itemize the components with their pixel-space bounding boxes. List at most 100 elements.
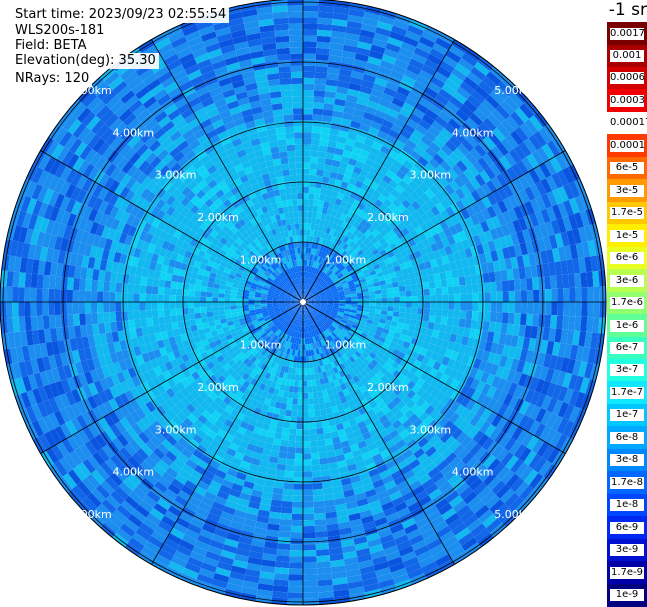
range-gate-cell bbox=[438, 230, 447, 241]
range-gate-cell bbox=[427, 321, 435, 330]
range-gate-cell bbox=[481, 242, 491, 254]
range-gate-cell bbox=[372, 277, 380, 284]
range-gate-cell bbox=[334, 179, 343, 187]
range-gate-cell bbox=[385, 134, 397, 145]
range-gate-cell bbox=[538, 460, 552, 477]
range-gate-cell bbox=[381, 293, 388, 298]
range-gate-cell bbox=[492, 127, 506, 142]
range-gate-cell bbox=[327, 335, 334, 342]
range-gate-cell bbox=[374, 109, 387, 120]
range-gate-cell bbox=[416, 339, 424, 348]
range-gate-cell bbox=[554, 233, 564, 248]
range-gate-cell bbox=[169, 308, 177, 316]
range-gate-cell bbox=[314, 84, 326, 92]
range-gate-cell bbox=[388, 179, 399, 189]
range-gate-cell bbox=[484, 424, 497, 438]
range-gate-cell bbox=[488, 321, 496, 333]
range-gate-cell bbox=[345, 365, 353, 374]
range-gate-cell bbox=[393, 378, 402, 388]
range-gate-cell bbox=[381, 241, 390, 250]
range-gate-cell bbox=[452, 277, 460, 287]
range-gate-cell bbox=[396, 322, 404, 329]
range-gate-cell bbox=[303, 217, 308, 224]
range-gate-cell bbox=[428, 141, 441, 154]
range-gate-cell bbox=[427, 125, 441, 138]
range-gate-cell bbox=[519, 242, 529, 256]
range-gate-cell bbox=[504, 96, 520, 112]
range-gate-cell bbox=[337, 288, 344, 293]
range-gate-cell bbox=[438, 416, 449, 428]
range-gate-cell bbox=[348, 282, 355, 287]
range-gate-cell bbox=[333, 320, 340, 326]
range-gate-cell bbox=[409, 479, 422, 491]
range-gate-cell bbox=[375, 363, 384, 371]
range-gate-cell bbox=[384, 184, 395, 194]
range-gate-cell bbox=[329, 333, 336, 340]
range-gate-cell bbox=[526, 313, 533, 327]
range-gate-cell bbox=[368, 244, 377, 253]
range-gate-cell bbox=[441, 507, 457, 521]
range-gate-cell bbox=[325, 85, 338, 93]
range-gate-cell bbox=[298, 380, 303, 387]
range-gate-cell bbox=[322, 420, 330, 428]
range-gate-cell bbox=[303, 302, 309, 303]
range-gate-cell bbox=[303, 374, 308, 381]
range-gate-cell bbox=[314, 409, 321, 417]
range-gate-cell bbox=[493, 238, 502, 251]
range-gate-cell bbox=[421, 254, 430, 263]
range-gate-cell bbox=[293, 477, 303, 484]
range-gate-cell bbox=[395, 439, 407, 450]
range-gate-cell bbox=[350, 307, 358, 311]
range-gate-cell bbox=[431, 423, 443, 435]
range-gate-cell bbox=[427, 274, 435, 283]
range-gate-cell bbox=[318, 445, 327, 453]
range-gate-cell bbox=[367, 370, 376, 379]
range-gate-cell bbox=[377, 275, 385, 282]
range-gate-cell bbox=[400, 189, 411, 200]
range-gate-cell bbox=[471, 310, 479, 321]
range-gate-cell bbox=[444, 78, 460, 92]
range-gate-cell bbox=[320, 304, 327, 307]
range-gate-cell bbox=[67, 277, 74, 290]
range-gate-cell bbox=[319, 309, 326, 313]
range-gate-cell bbox=[368, 309, 376, 314]
range-gate-cell bbox=[420, 401, 431, 412]
range-gate-cell bbox=[458, 419, 470, 432]
range-gate-cell bbox=[435, 37, 452, 51]
range-gate-cell bbox=[344, 308, 351, 313]
range-gate-cell bbox=[342, 284, 350, 289]
range-gate-cell bbox=[332, 18, 348, 27]
range-gate-cell bbox=[490, 291, 497, 302]
range-gate-cell bbox=[449, 214, 460, 225]
range-gate-cell bbox=[334, 198, 343, 206]
range-gate-cell bbox=[334, 318, 341, 324]
range-gate-cell bbox=[398, 285, 406, 292]
range-gate-cell bbox=[459, 310, 467, 320]
range-gate-cell bbox=[335, 336, 342, 343]
range-gate-cell bbox=[435, 427, 448, 440]
range-gate-cell bbox=[477, 433, 490, 447]
range-gate-cell bbox=[347, 319, 354, 325]
range-gate-cell bbox=[12, 271, 20, 288]
range-gate-cell bbox=[431, 120, 445, 133]
range-gate-cell bbox=[535, 196, 547, 211]
range-gate-cell bbox=[328, 326, 335, 332]
range-gate-cell bbox=[449, 135, 462, 148]
range-gate-cell bbox=[346, 20, 363, 30]
range-gate-cell bbox=[288, 385, 295, 393]
range-gate-cell bbox=[523, 375, 534, 389]
range-gate-cell bbox=[361, 284, 369, 290]
range-gate-cell bbox=[313, 96, 325, 104]
range-gate-cell bbox=[445, 397, 456, 409]
range-gate-cell bbox=[386, 401, 397, 411]
range-gate-cell bbox=[339, 303, 346, 307]
range-gate-cell bbox=[308, 410, 315, 417]
range-gate-cell bbox=[557, 342, 567, 358]
range-gate-cell bbox=[518, 447, 532, 463]
range-gate-cell bbox=[563, 183, 575, 200]
range-gate-cell bbox=[391, 234, 400, 243]
range-gate-cell bbox=[496, 378, 507, 391]
range-gate-cell bbox=[520, 290, 528, 302]
range-gate-cell bbox=[212, 292, 219, 298]
range-gate-cell bbox=[311, 132, 321, 140]
